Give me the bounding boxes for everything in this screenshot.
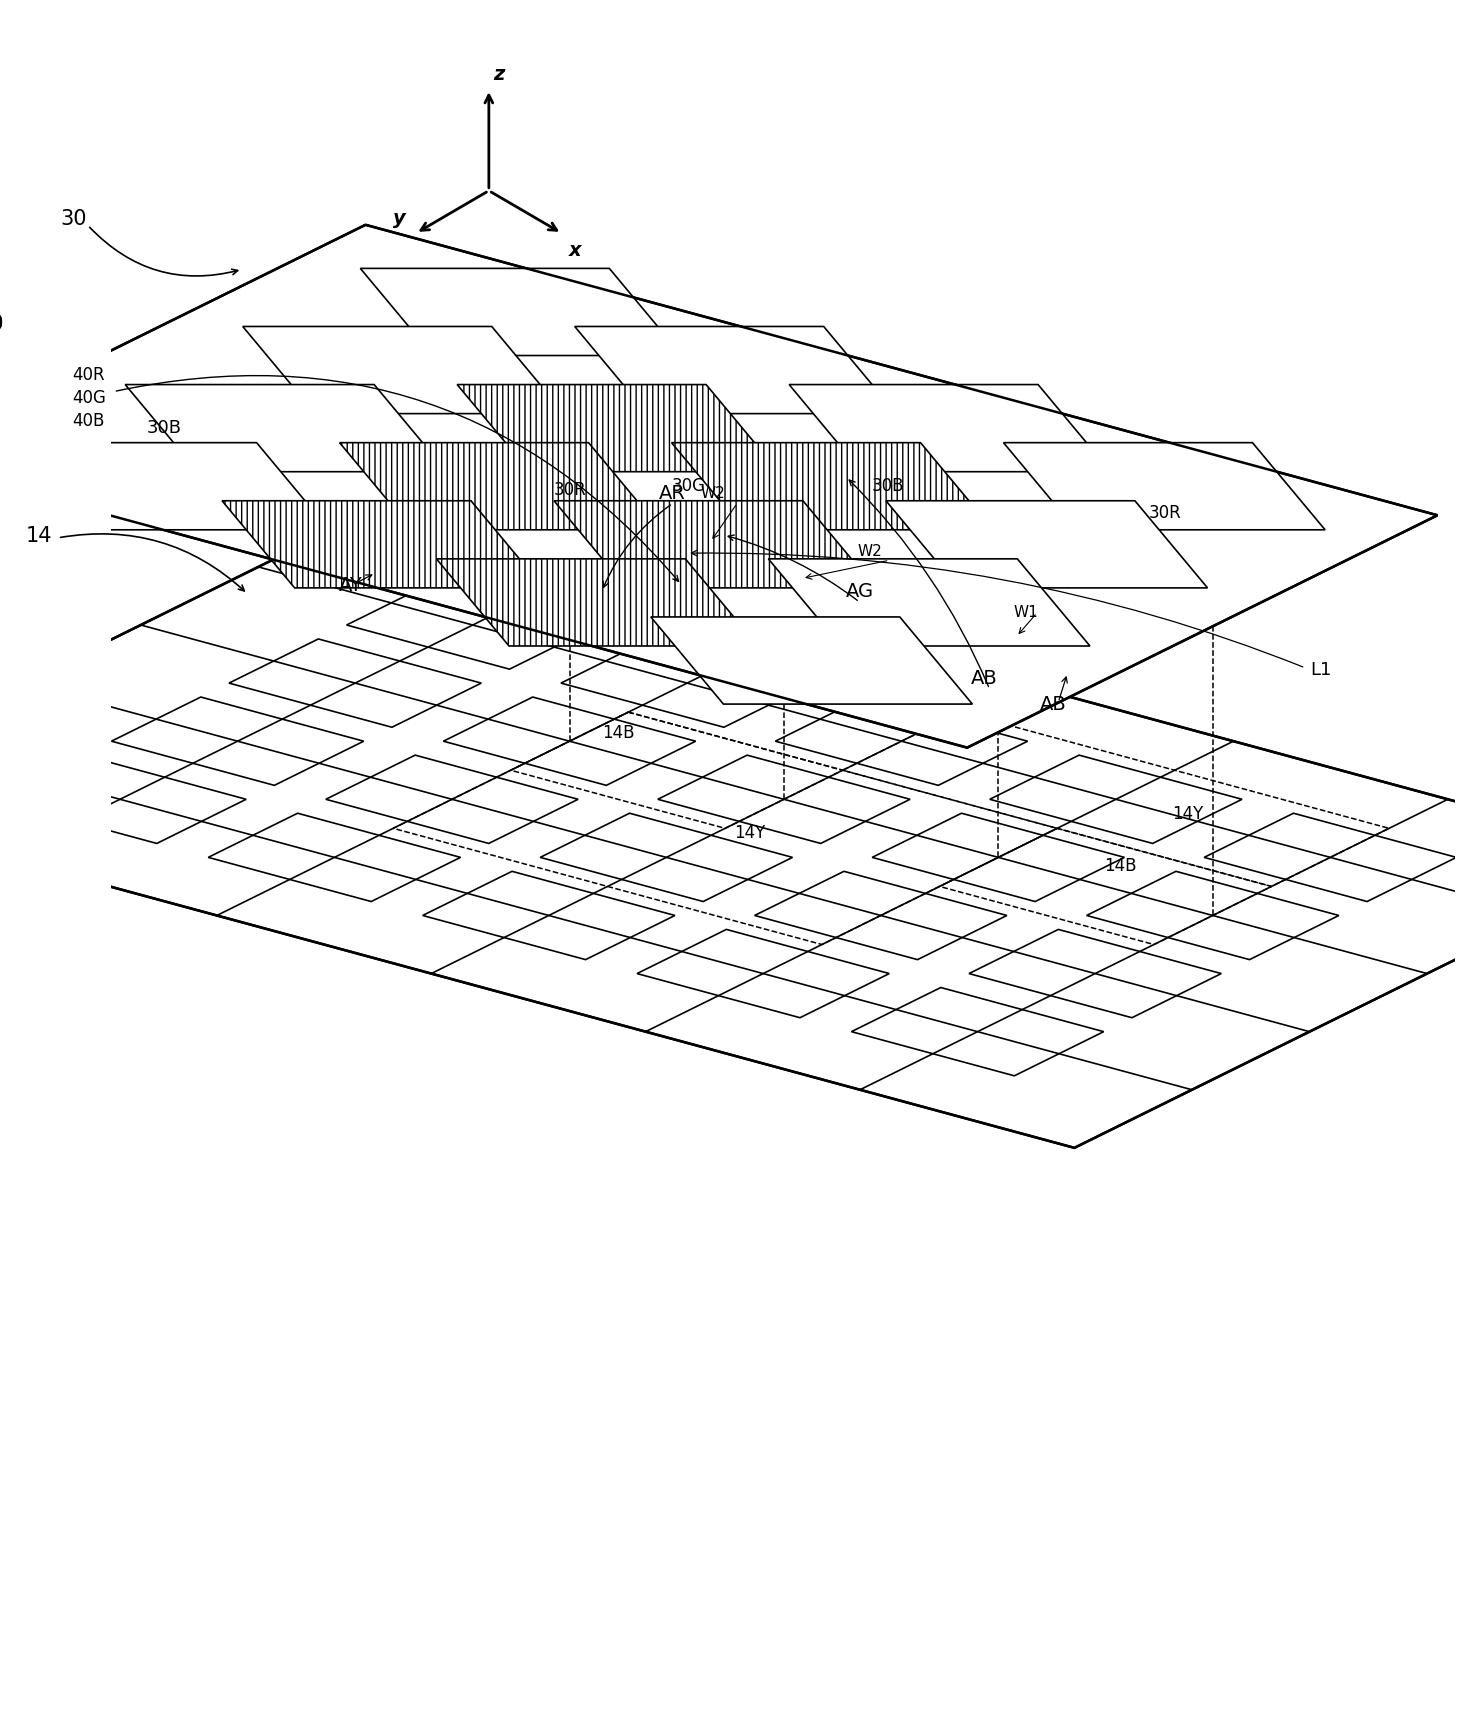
Text: W1: W1 [1013,606,1038,621]
Polygon shape [360,269,682,356]
Polygon shape [436,559,758,647]
Text: 14Y: 14Y [735,825,765,842]
Text: 30B: 30B [872,477,904,494]
Polygon shape [650,618,972,705]
Text: 40: 40 [0,315,3,334]
Polygon shape [423,871,675,960]
Polygon shape [541,813,793,902]
Polygon shape [111,696,363,785]
Text: 30B: 30B [147,419,182,436]
Polygon shape [1204,813,1457,902]
Polygon shape [872,813,1124,902]
Polygon shape [658,755,910,844]
Polygon shape [458,385,779,472]
Polygon shape [789,385,1111,472]
Polygon shape [243,327,564,414]
Polygon shape [1086,871,1338,960]
Text: 30R: 30R [1149,505,1181,522]
Polygon shape [208,813,461,902]
Polygon shape [886,501,1207,589]
Polygon shape [325,755,579,844]
Text: W2: W2 [700,486,725,501]
Polygon shape [990,755,1242,844]
Polygon shape [672,443,993,530]
Polygon shape [0,508,1458,1148]
Polygon shape [970,929,1222,1018]
Text: 40G: 40G [71,388,106,407]
Text: 40R: 40R [71,366,105,383]
Polygon shape [1003,443,1325,530]
Text: z: z [493,65,504,84]
Polygon shape [0,755,246,844]
Text: AR: AR [659,484,685,503]
Polygon shape [768,559,1091,647]
Text: 14B: 14B [602,724,636,741]
Polygon shape [561,638,814,727]
Text: AB: AB [971,669,997,688]
Polygon shape [776,696,1028,785]
Text: 40: 40 [0,315,3,334]
Text: 14Y: 14Y [1172,804,1203,823]
Text: AY: AY [338,577,362,595]
Polygon shape [755,871,1007,960]
Polygon shape [851,987,1104,1076]
Polygon shape [347,580,599,669]
Polygon shape [125,385,446,472]
Text: W2: W2 [857,544,882,558]
Polygon shape [340,443,660,530]
Polygon shape [443,696,695,785]
Text: L1: L1 [1309,660,1331,679]
Polygon shape [0,224,1438,748]
Text: y: y [392,209,405,228]
Polygon shape [554,501,876,589]
Polygon shape [637,929,889,1018]
Text: 30G: 30G [672,477,706,494]
Polygon shape [574,327,897,414]
Polygon shape [229,638,481,727]
Text: 30: 30 [60,209,86,229]
Text: 40B: 40B [71,412,105,429]
Text: AG: AG [846,582,873,602]
Polygon shape [222,501,544,589]
Text: 30R: 30R [554,481,586,500]
Text: 14: 14 [25,527,52,546]
Polygon shape [7,443,330,530]
Text: AB: AB [1040,695,1067,713]
Text: x: x [569,241,582,260]
Text: 14B: 14B [1104,857,1137,874]
